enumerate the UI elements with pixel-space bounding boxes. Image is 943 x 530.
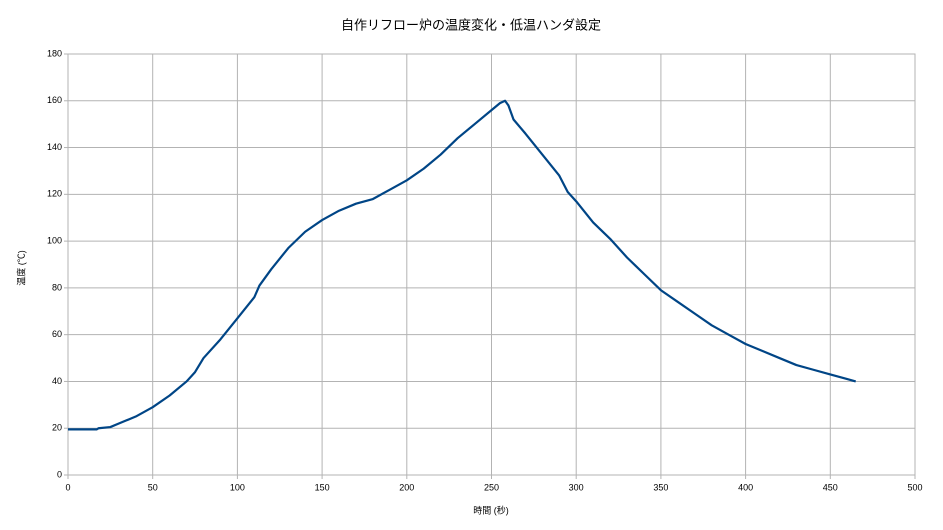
plot-frame [67, 53, 916, 476]
y-tick-label: 180 [47, 48, 62, 58]
x-tick-label: 300 [569, 482, 584, 492]
x-tick-label: 200 [399, 482, 414, 492]
y-tick-label: 0 [57, 469, 62, 479]
y-axis-label: 温度 (℃) [15, 250, 26, 286]
data-line [68, 99, 857, 431]
x-tick-label: 0 [65, 482, 70, 492]
x-axis-label: 時間 (秒) [473, 504, 509, 515]
y-tick-label: 100 [47, 235, 62, 245]
x-tick-label: 500 [907, 482, 922, 492]
y-tick-label: 160 [47, 95, 62, 105]
chart-title: 自作リフロー炉の温度変化・低温ハンダ設定 [341, 17, 601, 32]
x-tick-label: 150 [315, 482, 330, 492]
y-tick-label: 20 [52, 423, 62, 433]
y-tick-label: 40 [52, 376, 62, 386]
x-tick-label: 350 [653, 482, 668, 492]
x-tick-label: 400 [738, 482, 753, 492]
y-tick-label: 120 [47, 189, 62, 199]
y-tick-label: 60 [52, 329, 62, 339]
x-tick-label: 50 [148, 482, 158, 492]
y-tick-label: 80 [52, 282, 62, 292]
y-tick-label: 140 [47, 142, 62, 152]
x-tick-label: 100 [230, 482, 245, 492]
x-tick-label: 450 [823, 482, 838, 492]
x-tick-label: 250 [484, 482, 499, 492]
